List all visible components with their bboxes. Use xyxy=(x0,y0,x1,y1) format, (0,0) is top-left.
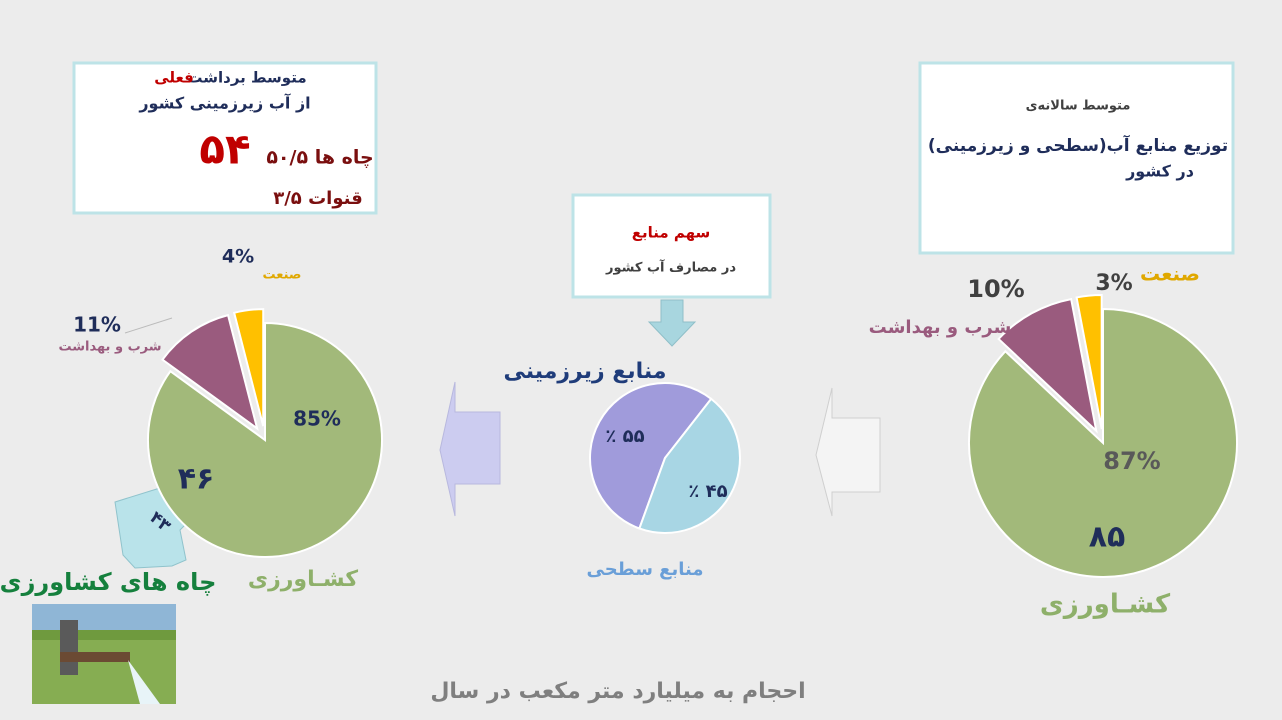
pie-slice xyxy=(589,382,713,530)
box-total: ۵۴ xyxy=(199,125,250,174)
pie-slice xyxy=(161,313,259,431)
box-text: ۳/۵ قنوات xyxy=(273,188,363,209)
value-label: 85% xyxy=(293,407,341,431)
box-text: توزیع منابع آب(سطحی و زیرزمینی) xyxy=(928,134,1228,156)
pie-slice xyxy=(968,307,1238,578)
slice-label: کشـاورزی xyxy=(248,567,358,592)
leader-line xyxy=(124,317,173,334)
box-text: در کشور xyxy=(1125,162,1194,181)
photo xyxy=(32,604,176,704)
annotation: ۴۶ xyxy=(178,462,215,497)
pie-slice xyxy=(147,321,383,558)
value-label: 4% xyxy=(222,246,254,268)
value-label: 10% xyxy=(967,275,1024,303)
box-text: ۵۰/۵ چاه ها xyxy=(266,147,373,169)
box-text: فعلی xyxy=(154,69,194,87)
slice-label: منابع سطحی xyxy=(587,559,704,580)
box-title: سهم منابع xyxy=(632,224,711,242)
value-label: ٪ ۴۵ xyxy=(688,481,727,502)
slice-label: صنعت xyxy=(1140,262,1200,286)
box-text: متوسط سالانه‌ی xyxy=(1026,99,1131,114)
value-label: ٪ ۵۵ xyxy=(605,426,644,447)
wells-label: چاه های کشاورزی xyxy=(0,568,216,596)
info-box xyxy=(918,61,1235,255)
slice-label: منابع زیرزمینی xyxy=(504,359,667,384)
arrow-left xyxy=(815,387,881,517)
pie-slice xyxy=(232,308,265,427)
slice-label: صنعت xyxy=(263,268,302,283)
pie-slice xyxy=(1075,294,1103,430)
footer: احجام به میلیارد متر مکعب در سال xyxy=(430,679,805,704)
value-label: 87% xyxy=(1103,447,1160,475)
box-text: از آب زیرزمینی کشور xyxy=(138,93,310,113)
annotation: ۸۵ xyxy=(1089,520,1126,555)
box-text: در مصارف آب کشور xyxy=(605,259,736,276)
pie-slice xyxy=(997,297,1098,434)
pie-slice xyxy=(638,397,741,534)
box-text: متوسط برداشت xyxy=(187,69,306,87)
slice-label: شرب و بهداشت xyxy=(869,317,1012,338)
value-label: 11% xyxy=(73,313,121,337)
info-box xyxy=(72,61,378,215)
info-box xyxy=(571,193,772,299)
arrow-left xyxy=(439,381,501,517)
arrow-down xyxy=(647,299,697,347)
slice-label: کشـاورزی xyxy=(1040,590,1171,620)
slice-label: شرب و بهداشت xyxy=(58,340,161,355)
value-label: 3% xyxy=(1095,271,1132,296)
